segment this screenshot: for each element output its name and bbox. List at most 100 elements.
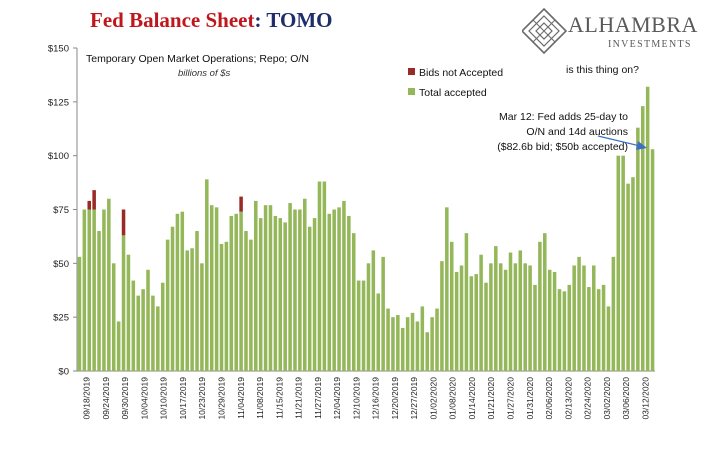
bar-accepted	[400, 327, 405, 371]
y-tick-label: $0	[58, 367, 69, 378]
bar-accepted	[513, 263, 518, 371]
x-tick-label: 12/16/2019	[371, 377, 381, 420]
x-tick-label: 01/31/2020	[525, 377, 535, 420]
bar-accepted	[543, 233, 547, 371]
x-tick-label: 01/08/2020	[448, 377, 458, 420]
x-tick-label: 02/06/2020	[544, 377, 554, 420]
annotation-mar12-line3: ($82.6b bid; $50b accepted)	[497, 141, 628, 153]
bar-not-accepted	[87, 200, 92, 210]
bar-accepted	[582, 265, 586, 371]
bar-accepted	[244, 231, 248, 371]
bar-accepted	[601, 284, 606, 371]
x-tick-label: 12/10/2019	[351, 377, 361, 420]
x-tick-label: 01/14/2020	[467, 377, 477, 420]
bar-accepted	[214, 207, 219, 371]
bar-accepted	[405, 317, 410, 371]
legend-swatch-accepted	[408, 88, 415, 95]
bar-accepted	[376, 293, 381, 371]
bar-accepted	[254, 200, 258, 371]
bar-accepted	[92, 209, 96, 371]
bar-accepted	[528, 265, 532, 371]
x-tick-label: 11/27/2019	[313, 377, 323, 419]
bar-accepted	[303, 198, 307, 371]
bar-accepted	[621, 155, 625, 371]
x-tick-label: 09/24/2019	[101, 377, 111, 420]
bar-accepted	[224, 241, 229, 371]
bar-accepted	[77, 256, 82, 371]
bar-accepted	[209, 205, 214, 371]
bar-not-accepted	[121, 209, 126, 236]
bar-accepted	[361, 280, 366, 371]
bar-accepted	[503, 269, 508, 371]
bar-accepted	[347, 215, 351, 371]
bar-accepted	[273, 215, 278, 371]
bar-accepted	[239, 211, 243, 371]
units-label: billions of $s	[178, 68, 231, 79]
bar-accepted	[351, 233, 356, 371]
x-tick-label: 11/15/2019	[274, 377, 284, 419]
bar-accepted	[307, 226, 312, 371]
bar-accepted	[469, 276, 474, 371]
bar-accepted	[596, 289, 601, 371]
y-tick-label: $150	[48, 44, 69, 55]
bar-accepted	[636, 127, 640, 371]
bar-accepted	[371, 250, 376, 371]
bar-accepted	[165, 239, 170, 371]
x-tick-label: 11/04/2019	[236, 377, 246, 419]
bar-accepted	[229, 215, 234, 371]
x-tick-label: 03/12/2020	[640, 377, 650, 420]
title-part-1: Fed Balance Sheet	[90, 8, 255, 32]
bar-accepted	[249, 239, 253, 371]
x-tick-label: 01/21/2020	[486, 377, 496, 420]
annotation-mar12-line1: Mar 12: Fed adds 25-day to	[499, 111, 628, 123]
bar-accepted	[552, 271, 557, 371]
annotation-this-thing-on: is this thing on?	[566, 64, 639, 76]
bar-accepted	[97, 231, 101, 371]
x-tick-label: 03/02/2020	[602, 377, 612, 420]
bar-not-accepted	[239, 196, 243, 212]
x-tick-label: 12/20/2019	[390, 377, 400, 420]
x-tick-label: 09/18/2019	[82, 377, 92, 420]
bar-accepted	[562, 291, 567, 371]
bar-accepted	[170, 226, 175, 371]
bar-accepted	[445, 207, 449, 371]
bar-accepted	[111, 263, 116, 371]
bar-accepted	[606, 306, 611, 371]
annotation-arrow-line	[597, 135, 641, 147]
bar-accepted	[508, 252, 513, 371]
bar-accepted	[449, 241, 454, 371]
bar-accepted	[268, 205, 273, 371]
x-tick-label: 03/06/2020	[621, 377, 631, 420]
bar-accepted	[611, 256, 616, 371]
bar-accepted	[557, 289, 562, 371]
y-tick-label: $25	[53, 313, 69, 324]
bar-accepted	[366, 263, 371, 371]
bar-accepted	[116, 321, 121, 371]
bar-accepted	[572, 265, 576, 371]
alhambra-logo-icon	[522, 7, 568, 55]
bar-accepted	[415, 321, 420, 371]
bar-accepted	[126, 254, 131, 371]
x-tick-label: 10/10/2019	[159, 377, 169, 420]
bar-accepted	[283, 222, 287, 371]
x-tick-label: 11/08/2019	[255, 377, 265, 419]
bar-accepted	[102, 209, 106, 371]
annotation-mar12-line2: O/N and 14d auctions	[526, 126, 628, 138]
annotation-arrow-head	[636, 141, 647, 150]
y-tick-label: $100	[48, 151, 69, 162]
bar-accepted	[156, 306, 160, 371]
x-tick-label: 02/24/2020	[583, 377, 593, 420]
x-tick-label: 10/23/2019	[197, 377, 207, 420]
bar-accepted	[141, 289, 145, 371]
bar-accepted	[146, 269, 150, 371]
bar-accepted	[626, 183, 630, 371]
bar-accepted	[87, 209, 92, 371]
bar-accepted	[312, 218, 317, 371]
bar-accepted	[391, 317, 395, 371]
x-tick-label: 12/04/2019	[332, 377, 342, 420]
bar-accepted	[82, 209, 87, 371]
bar-accepted	[410, 312, 415, 371]
logo-name: ALHAMBRA	[568, 12, 698, 37]
bar-accepted	[175, 213, 180, 371]
